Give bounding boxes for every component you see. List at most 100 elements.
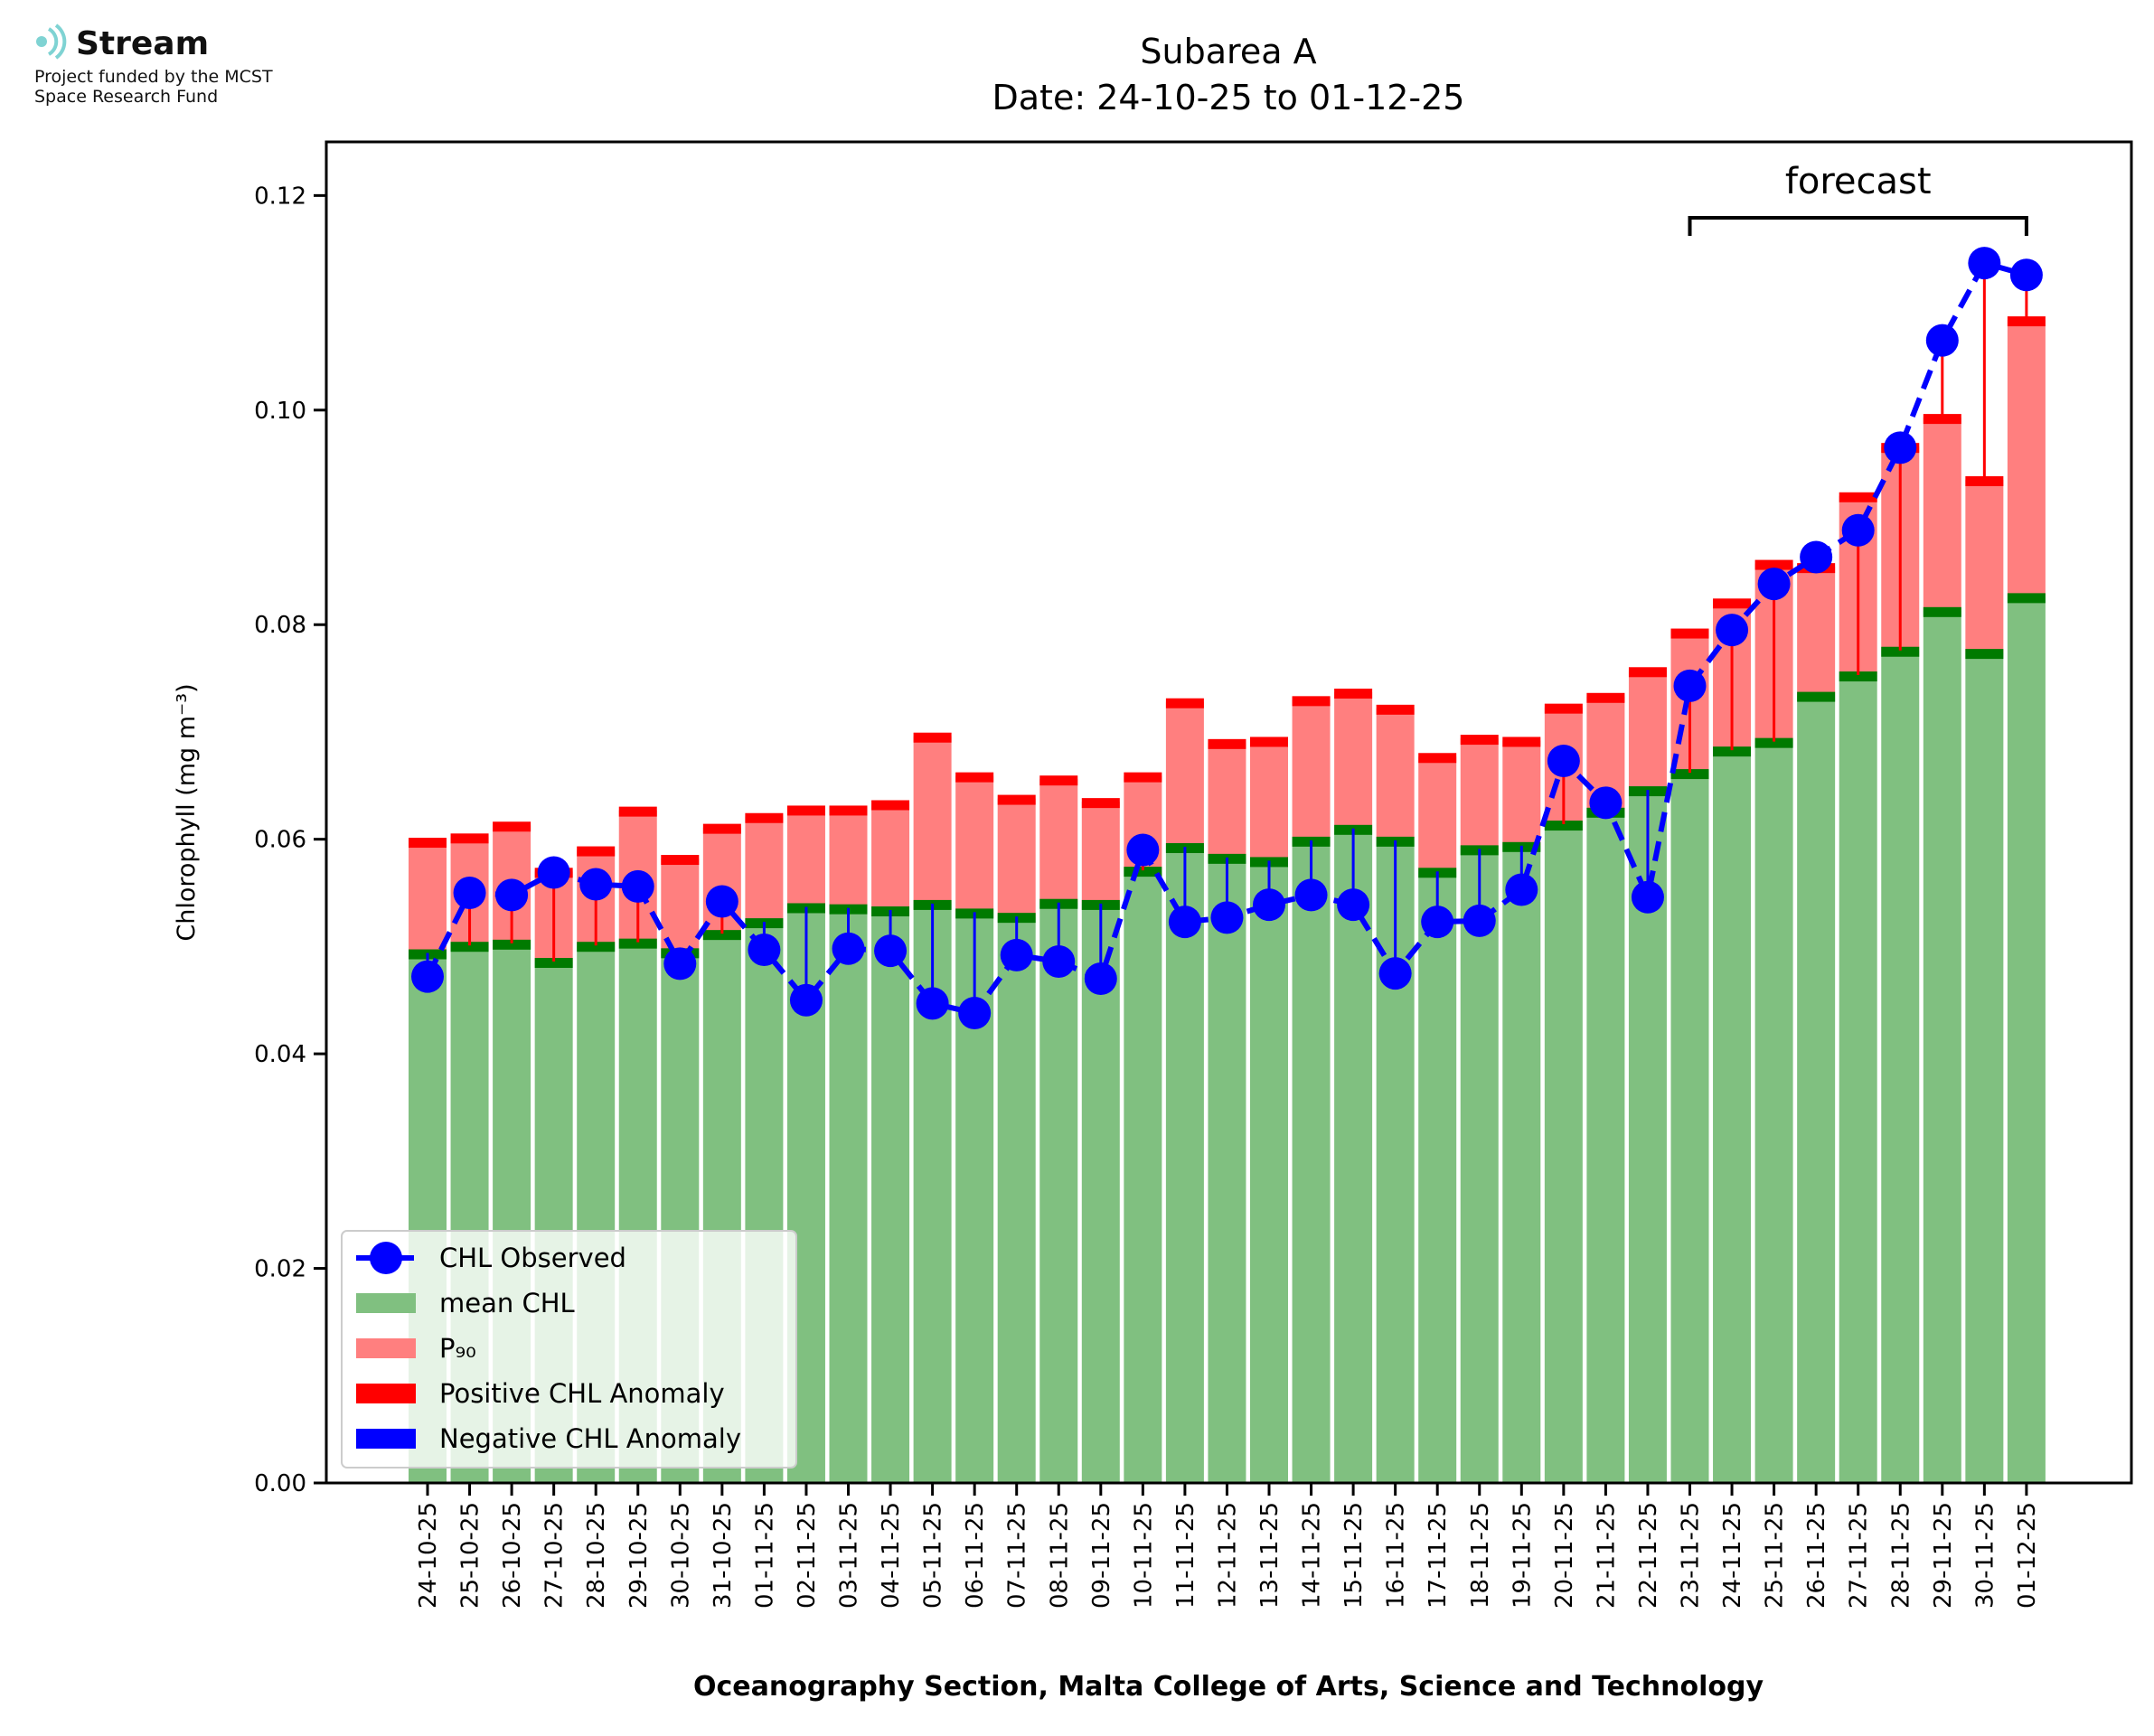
x-tick-label: 26-11-25 [1803,1502,1830,1609]
p90-line [955,772,994,783]
x-axis-label: Oceanography Section, Malta College of A… [693,1671,1764,1703]
legend: CHL Observed mean CHL P₉₀ Positive CHL Anom… [341,1230,797,1469]
mean-line [1881,646,1920,657]
forecast-bracket: forecast [1688,161,2028,236]
observed-point [1421,906,1454,939]
mean-line [1797,691,1836,702]
p90-bar [1081,802,1120,904]
observed-line-layer [411,247,2043,1030]
p90-bar [1208,742,1246,858]
p90-bar [913,736,952,904]
y-tick-label: 0.08 [254,612,306,639]
mean-line [1544,821,1583,831]
x-tick-label: 21-11-25 [1593,1502,1620,1609]
x-tick-label: 27-11-25 [1846,1502,1873,1609]
observed-point [1294,878,1328,912]
p90-bar [871,803,910,911]
p90-line [1502,737,1541,747]
y-tick-label: 0.00 [254,1470,306,1497]
y-tick-label: 0.10 [254,398,306,425]
mean-bar [1124,870,1162,1483]
y-axis-label: Chlorophyll (mg m⁻³) [173,683,201,941]
observed-point [1084,962,1117,996]
p90-bar [1250,740,1288,861]
p90-line [871,800,910,811]
p90-bar [829,809,868,908]
observed-point [1000,938,1033,971]
observed-point [1925,324,1959,357]
mean-line [1923,606,1961,617]
p90-line [1039,775,1078,786]
p90-bar [745,816,784,923]
stream-waves-icon [36,23,67,60]
mean-line [534,958,573,969]
legend-observed-marker [370,1242,402,1274]
p90-line [1713,598,1752,609]
x-tick-label: 01-11-25 [751,1502,778,1609]
p90-line [661,855,700,866]
p90-bar [661,859,700,952]
observed-point [748,933,781,966]
x-tick-label: 12-11-25 [1214,1502,1241,1609]
mean-bar [1502,845,1541,1483]
p90-line [702,823,741,834]
observed-point [916,987,949,1020]
p90-bar [1039,779,1078,903]
mean-bar [1965,652,2004,1483]
mean-bar [1923,610,1961,1483]
p90-line [745,812,784,823]
p90-line [1754,559,1793,570]
x-tick-label: 17-11-25 [1425,1502,1452,1609]
plot-frame [325,140,2133,1485]
p90-line [1923,414,1961,425]
x-tick-label: 31-10-25 [710,1502,737,1609]
p90-bar [1292,699,1331,840]
p90-bar [1965,479,2004,653]
x-tick-label: 18-11-25 [1467,1502,1494,1609]
p90-bar [786,809,825,907]
p90-bar [1334,692,1373,829]
x-tick-label: 28-10-25 [583,1502,610,1609]
x-tick-label: 15-11-25 [1340,1502,1368,1609]
observed-point [411,960,444,993]
p90-line [1208,738,1246,749]
p90-line [493,821,531,832]
mean-line [450,942,489,952]
mean-bar [2007,596,2046,1483]
mean-bar [1334,828,1373,1483]
p90-bar [997,798,1036,917]
x-tick-label: 11-11-25 [1172,1502,1199,1609]
p90-line [829,805,868,816]
p90-bar [1376,708,1415,840]
x-tick-label: 14-11-25 [1299,1502,1326,1609]
observed-point [1968,247,2001,280]
chart-subtitle: Date: 24-10-25 to 01-12-25 [992,78,1465,117]
p90-line [618,806,657,817]
observed-point [1757,568,1791,601]
p90-bar [1628,671,1667,791]
mean-bar [1839,675,1877,1483]
p90-bar [1797,567,1836,696]
p90-line [913,732,952,743]
x-tick-label: 01-12-25 [2014,1502,2041,1609]
p90-line [1292,696,1331,707]
mean-bar [1670,773,1709,1483]
x-tick-label: 30-11-25 [1971,1502,1999,1609]
p90-line [2007,316,2046,327]
legend-p90-swatch [356,1338,416,1358]
x-tick-label: 26-10-25 [499,1502,526,1609]
p90-bar [955,775,994,913]
x-tick-label: 08-11-25 [1046,1502,1073,1609]
logo-funding-line-1: Project funded by the MCST [34,67,273,87]
p90-line [450,833,489,844]
p90-line [786,805,825,816]
forecast-bracket-line [1688,216,2028,236]
legend-mean-swatch [356,1293,416,1313]
observed-point [453,877,486,910]
p90-bar [2007,320,2046,597]
mean-bar [1292,840,1331,1483]
observed-point [621,869,654,903]
x-tick-label: 03-11-25 [836,1502,863,1609]
mean-bar [871,910,910,1483]
x-tick-label: 05-11-25 [920,1502,947,1609]
